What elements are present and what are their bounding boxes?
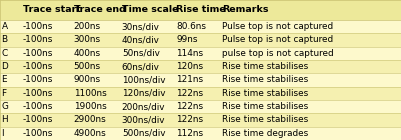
Text: 121ns: 121ns: [176, 75, 203, 84]
Bar: [0, 73, 401, 87]
Text: 30ns/div: 30ns/div: [122, 22, 159, 31]
Bar: [0, 47, 401, 60]
Text: 120ns/div: 120ns/div: [122, 89, 165, 98]
Text: 900ns: 900ns: [73, 75, 100, 84]
Text: B: B: [2, 35, 8, 44]
Text: 122ns: 122ns: [176, 116, 203, 124]
Text: pulse top is not captured: pulse top is not captured: [222, 49, 333, 58]
Text: -100ns: -100ns: [22, 116, 53, 124]
Text: 50ns/div: 50ns/div: [122, 49, 159, 58]
Text: 200ns/div: 200ns/div: [122, 102, 165, 111]
Text: Trace start: Trace start: [22, 5, 80, 14]
Text: 300ns/div: 300ns/div: [122, 116, 165, 124]
Text: 100ns/div: 100ns/div: [122, 75, 165, 84]
Text: 120ns: 120ns: [176, 62, 203, 71]
Text: Pulse top is not captured: Pulse top is not captured: [222, 22, 332, 31]
Text: I: I: [2, 129, 4, 138]
Bar: [0, 33, 401, 47]
Text: 114ns: 114ns: [176, 49, 203, 58]
Text: -100ns: -100ns: [22, 35, 53, 44]
Text: 4900ns: 4900ns: [73, 129, 106, 138]
Text: -100ns: -100ns: [22, 89, 53, 98]
Text: G: G: [2, 102, 8, 111]
Text: 60ns/div: 60ns/div: [122, 62, 159, 71]
Text: Rise time stabilises: Rise time stabilises: [222, 75, 308, 84]
Text: Rise time stabilises: Rise time stabilises: [222, 102, 308, 111]
Text: 1900ns: 1900ns: [73, 102, 106, 111]
Text: 400ns: 400ns: [73, 49, 100, 58]
Text: 122ns: 122ns: [176, 102, 203, 111]
Text: Pulse top is not captured: Pulse top is not captured: [222, 35, 332, 44]
Text: Rise time degrades: Rise time degrades: [222, 129, 308, 138]
Bar: [0, 87, 401, 100]
Text: 99ns: 99ns: [176, 35, 197, 44]
Bar: [0, 127, 401, 140]
Bar: [0, 100, 401, 113]
Text: Rise time: Rise time: [176, 5, 225, 14]
Text: 300ns: 300ns: [73, 35, 100, 44]
Text: -100ns: -100ns: [22, 129, 53, 138]
Text: -100ns: -100ns: [22, 49, 53, 58]
Text: 500ns/div: 500ns/div: [122, 129, 165, 138]
Text: 1100ns: 1100ns: [73, 89, 106, 98]
Text: -100ns: -100ns: [22, 22, 53, 31]
Text: H: H: [2, 116, 8, 124]
Text: 500ns: 500ns: [73, 62, 100, 71]
Text: E: E: [2, 75, 7, 84]
Text: A: A: [2, 22, 8, 31]
Bar: [0, 60, 401, 73]
Text: 2900ns: 2900ns: [73, 116, 106, 124]
Text: Rise time stabilises: Rise time stabilises: [222, 116, 308, 124]
Text: Time scale: Time scale: [122, 5, 178, 14]
Text: -100ns: -100ns: [22, 102, 53, 111]
Text: 80.6ns: 80.6ns: [176, 22, 206, 31]
Text: 122ns: 122ns: [176, 89, 203, 98]
Text: Rise time stabilises: Rise time stabilises: [222, 62, 308, 71]
Text: 40ns/div: 40ns/div: [122, 35, 159, 44]
Text: D: D: [2, 62, 8, 71]
Bar: [0, 20, 401, 33]
Text: -100ns: -100ns: [22, 75, 53, 84]
Text: C: C: [2, 49, 8, 58]
Text: F: F: [2, 89, 7, 98]
Text: Remarks: Remarks: [222, 5, 268, 14]
Text: 200ns: 200ns: [73, 22, 100, 31]
Bar: [0, 0, 401, 20]
Text: Rise time stabilises: Rise time stabilises: [222, 89, 308, 98]
Text: 112ns: 112ns: [176, 129, 203, 138]
Text: -100ns: -100ns: [22, 62, 53, 71]
Bar: [0, 113, 401, 127]
Text: Trace end: Trace end: [73, 5, 125, 14]
